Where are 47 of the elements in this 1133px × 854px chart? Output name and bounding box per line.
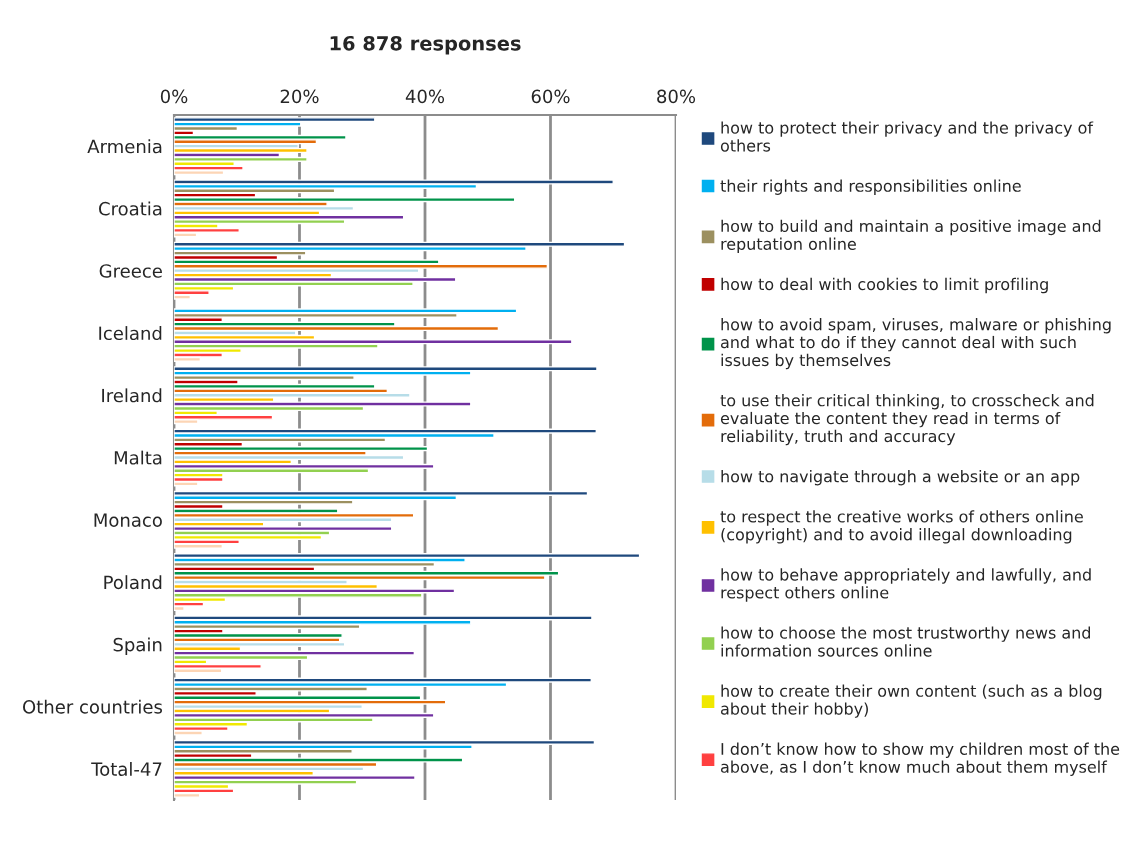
x-tick-label: 40%: [405, 89, 445, 104]
bar: [174, 179, 614, 185]
legend-label: how to deal with cookies to limit profiling: [721, 277, 1048, 294]
legend-label: how to behave appropriately and lawfully, and respect others online: [721, 568, 1091, 602]
x-tick-label: 20%: [280, 89, 319, 104]
legend-label: I don’t know how to show my children most of the above, as I don’t know much about them myself: [721, 742, 1120, 776]
legend-label: how to create their own content (such as a blog about their hobby): [721, 684, 1102, 718]
legend-label: how to avoid spam, viruses, malware or phishing and what to do if they cannot deal with such issues by themselves: [721, 318, 1111, 370]
bar: [174, 401, 472, 407]
x-tick-label: 0%: [160, 89, 188, 104]
bar: [174, 588, 456, 594]
bar: [174, 641, 346, 647]
bar: [174, 308, 518, 314]
y-tick-label: Other countries: [23, 699, 163, 714]
y-tick-label: Malta: [114, 450, 162, 465]
bar: [174, 775, 416, 781]
legend-label: to respect the creative works of others online (copyright) and to avoid illegal downloading: [720, 510, 1083, 544]
bar: [174, 615, 593, 621]
legend-label: how to build and maintain a positive image and reputation online: [721, 219, 1101, 254]
bar: [174, 788, 235, 794]
legend-label: how to choose the most trustworthy news and information sources online: [721, 626, 1090, 657]
bar: [174, 757, 464, 763]
y-tick-label: Spain: [113, 637, 162, 655]
y-tick-label: Ireland: [102, 388, 162, 403]
chart-title: 16 878 responses: [330, 35, 521, 55]
x-tick-label: 60%: [531, 89, 570, 104]
bar: [174, 446, 429, 452]
legend-label: how to protect their privacy and the privacy of others: [720, 121, 1094, 152]
bar: [174, 637, 341, 643]
x-tick-label: 80%: [657, 89, 696, 104]
y-tick-label: Poland: [104, 575, 162, 590]
bar: [174, 414, 274, 420]
legend-label: their rights and responsibilities online: [720, 179, 1021, 195]
y-tick-label: Total-47: [91, 762, 162, 776]
bar: [174, 339, 573, 345]
y-tick-label: Croatia: [99, 201, 162, 216]
bar: [174, 227, 240, 234]
y-tick-label: Armenia: [87, 139, 162, 154]
legend-label: to use their critical thinking, to crosscheck and evaluate the content they read in terms of reliability, truth and accuracy: [720, 394, 1094, 446]
y-tick-label: Iceland: [99, 326, 162, 341]
y-tick-label: Greece: [99, 264, 162, 278]
bar: [174, 325, 500, 332]
legend-label: how to navigate through a website or an app: [721, 469, 1080, 486]
bar: [174, 117, 376, 123]
bar: [174, 428, 598, 434]
y-tick-label: Monaco: [94, 513, 162, 527]
bar: [174, 366, 598, 372]
